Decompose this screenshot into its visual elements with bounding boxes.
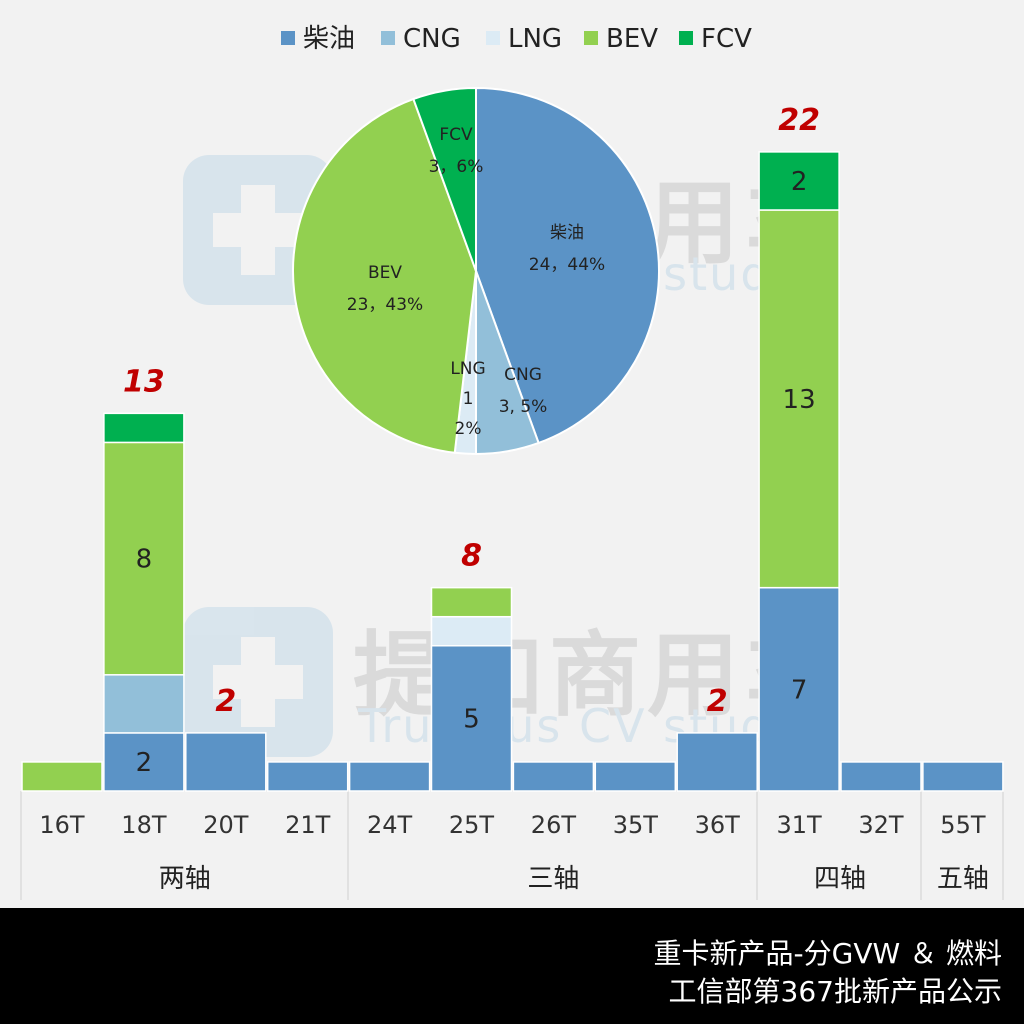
bar-total-label: 8 (461, 539, 482, 574)
footer-bar: 重卡新产品-分GVW ＆ 燃料 工信部第367批新产品公示 (0, 908, 1024, 1024)
bar-segment-diesel (430, 645, 513, 792)
bar-segment-diesel (676, 732, 758, 792)
bar-total-label: 22 (778, 103, 820, 138)
legend-label-diesel: 柴油 (303, 24, 355, 54)
legend-swatch-lng (486, 31, 500, 45)
bar-segment-diesel (594, 761, 677, 792)
bar-segment-bev (758, 209, 840, 589)
x-tick-label: 55T (940, 811, 986, 839)
pie-label-value: 1 (463, 389, 474, 409)
bar-segment-bev (21, 761, 103, 792)
group-label: 四轴 (814, 864, 866, 894)
x-tick-label: 36T (695, 811, 741, 839)
bar-total-label: 2 (215, 684, 236, 719)
bar-value-label: 13 (783, 385, 816, 415)
bar-segment-lng (430, 615, 513, 647)
footer-subtitle: 工信部第367批新产品公示 (668, 975, 1002, 1008)
bar-segment-diesel (512, 761, 595, 792)
x-tick-label: 35T (613, 811, 659, 839)
pie-slice-fcv (412, 86, 477, 272)
group-label: 五轴 (937, 864, 989, 894)
x-tick-label: 31T (776, 811, 822, 839)
pie-label-value: 24，44% (529, 255, 605, 275)
x-tick-label: 26T (531, 811, 577, 839)
bar-segment-diesel (348, 761, 431, 792)
bar-total-label: 2 (707, 684, 728, 719)
pie-label-value: 23，43% (347, 295, 423, 315)
pie-label-percent: 2% (455, 419, 482, 439)
bar-segment-bev (103, 441, 185, 676)
legend-label-lng: LNG (508, 24, 562, 54)
legend-label-cng: CNG (403, 24, 461, 54)
x-tick-label: 18T (121, 811, 167, 839)
legend-swatch-bev (584, 31, 598, 45)
bar-value-label: 8 (136, 545, 153, 575)
footer-title: 重卡新产品-分GVW ＆ 燃料 (653, 937, 1002, 970)
bar-segment-diesel (840, 761, 922, 792)
legend-label-bev: BEV (606, 24, 658, 54)
legend-swatch-cng (381, 31, 395, 45)
pie-label-name: LNG (450, 359, 485, 379)
pie-slice-bev (292, 97, 478, 454)
bar-segment-fcv (758, 151, 840, 211)
bar-segment-diesel (103, 732, 185, 792)
bar-segment-diesel (758, 586, 840, 792)
bar-segment-bev (430, 586, 513, 618)
pie-label-value: 3, 5% (499, 397, 548, 417)
legend-swatch-fcv (679, 31, 693, 45)
x-tick-label: 25T (449, 811, 495, 839)
pie-slice-diesel (475, 86, 660, 445)
bar-value-label: 5 (463, 704, 480, 734)
bar-segment-diesel (266, 761, 349, 792)
pie-label-value: 3，6% (429, 157, 484, 177)
bar-segment-diesel (922, 761, 1004, 792)
bar-segment-diesel (185, 732, 267, 792)
bar-total-label: 13 (123, 364, 165, 399)
group-label: 两轴 (159, 864, 211, 894)
x-tick-label: 16T (39, 811, 85, 839)
bar-value-label: 2 (791, 167, 808, 197)
bar-segment-fcv (103, 412, 185, 444)
pie-label-name: CNG (504, 365, 542, 385)
bar-value-label: 7 (791, 675, 808, 705)
x-tick-label: 24T (367, 811, 413, 839)
x-tick-label: 21T (285, 811, 331, 839)
pie-label-name: FCV (439, 125, 473, 145)
legend-label-fcv: FCV (701, 24, 752, 54)
legend-swatch-diesel (281, 31, 295, 45)
x-tick-label: 32T (858, 811, 904, 839)
group-label: 三轴 (527, 864, 579, 894)
pie-label-name: 柴油 (550, 223, 584, 243)
pie-label-name: BEV (368, 263, 402, 283)
bar-segment-cng (103, 674, 185, 734)
bar-value-label: 2 (136, 748, 153, 778)
x-tick-label: 20T (203, 811, 249, 839)
